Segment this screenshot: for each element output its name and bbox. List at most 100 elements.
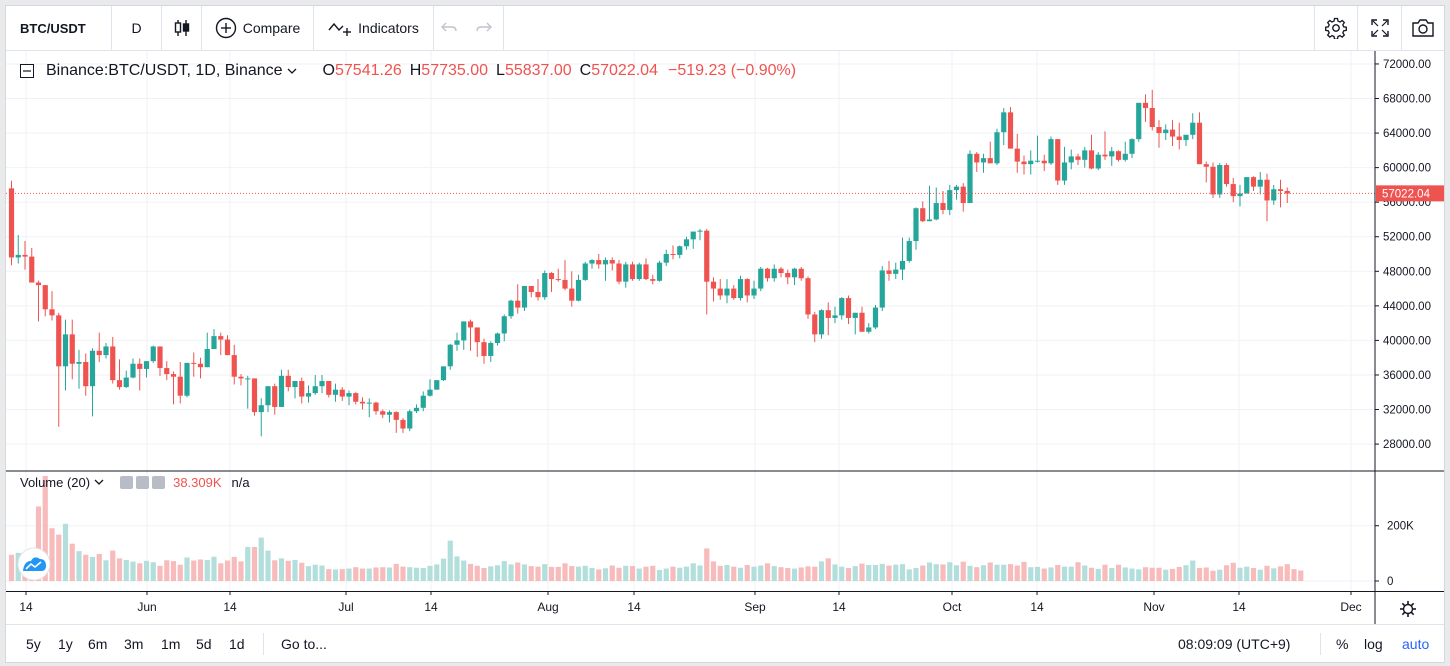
high-label: H — [409, 62, 422, 79]
chevron-down-icon[interactable] — [94, 478, 104, 486]
candle-body — [96, 350, 102, 356]
volume-bar — [157, 565, 163, 581]
candle-body — [690, 231, 696, 240]
collapse-icon[interactable] — [20, 64, 34, 78]
candle-body — [76, 362, 82, 364]
snapshot-button[interactable] — [1402, 6, 1444, 50]
range-5y[interactable]: 5y — [26, 625, 41, 662]
settings-button[interactable] — [1314, 6, 1358, 50]
undo-button[interactable] — [434, 6, 464, 50]
range-1d-label: 1d — [229, 636, 245, 652]
candle-body — [832, 315, 838, 318]
candle-body — [791, 268, 798, 278]
candle-body — [1021, 161, 1027, 165]
volume-bar — [1136, 569, 1142, 581]
close-icon[interactable] — [152, 475, 166, 489]
volume-bar — [245, 547, 251, 581]
candle-body — [359, 401, 366, 404]
range-3m[interactable]: 3m — [124, 625, 144, 662]
candle-body — [353, 393, 359, 402]
auto-toggle[interactable]: auto — [1402, 625, 1429, 662]
candle-body — [413, 407, 420, 412]
volume-bar — [859, 563, 865, 581]
candle-body — [697, 230, 703, 232]
range-6m[interactable]: 6m — [88, 625, 107, 662]
range-3m-label: 3m — [124, 636, 144, 652]
price-tick-label: 48000.00 — [1383, 266, 1431, 278]
fullscreen-icon — [1370, 19, 1389, 37]
range-1y[interactable]: 1y — [58, 625, 73, 662]
logo-line-icon — [25, 561, 42, 570]
clock-button[interactable]: 08:09:09 (UTC+9) — [1178, 625, 1290, 662]
volume-bar — [974, 567, 980, 581]
volume-bar — [758, 565, 764, 581]
volume-bar — [987, 562, 993, 581]
volume-bar — [663, 568, 669, 581]
time-axis-settings-icon[interactable] — [1400, 601, 1416, 617]
chevron-down-icon[interactable] — [287, 67, 297, 75]
chart-type-button[interactable] — [162, 6, 202, 50]
candle-body — [704, 230, 710, 282]
range-1d[interactable]: 1d — [229, 625, 245, 662]
interval-button[interactable]: D — [112, 6, 162, 50]
candle-body — [1183, 134, 1189, 140]
volume-bar — [69, 543, 75, 581]
main-legend: Binance:BTC/USDT, 1D, Binance O 57541.26 … — [20, 61, 796, 81]
candle-body — [582, 263, 588, 280]
undo-icon — [441, 22, 457, 32]
volume-bar — [575, 566, 582, 581]
volume-bar — [467, 563, 474, 581]
candle-body — [1014, 148, 1020, 162]
goto-button[interactable]: Go to... — [281, 625, 327, 662]
candle-body — [805, 278, 811, 315]
candle-body — [434, 380, 440, 390]
symbol-search-button[interactable]: BTC/USDT — [6, 6, 112, 50]
eye-icon[interactable] — [120, 475, 134, 489]
redo-button[interactable] — [464, 6, 504, 50]
volume-bar — [1149, 567, 1155, 581]
candle-body — [218, 336, 224, 340]
candle-body — [481, 342, 487, 356]
candle-body — [211, 336, 217, 350]
range-1m[interactable]: 1m — [161, 625, 180, 662]
range-5d[interactable]: 5d — [196, 625, 212, 662]
candle-body — [886, 270, 892, 274]
volume-bar — [407, 567, 413, 581]
candle-body — [312, 386, 318, 394]
high-value: 57735.00 — [421, 62, 489, 79]
percent-toggle[interactable]: % — [1336, 625, 1348, 662]
candle-body — [89, 350, 96, 387]
volume-bar — [35, 506, 42, 581]
volume-bar — [312, 564, 318, 581]
candle-body — [1223, 165, 1230, 185]
candle-body — [420, 395, 426, 408]
compare-button[interactable]: Compare — [202, 6, 314, 50]
log-toggle[interactable]: log — [1364, 625, 1383, 662]
volume-bar — [866, 564, 872, 581]
volume-bar — [42, 476, 48, 581]
volume-bar — [980, 565, 987, 581]
indicators-button[interactable]: Indicators — [314, 6, 434, 50]
candle-body — [643, 264, 649, 280]
candle-body — [1061, 162, 1068, 181]
volume-bar — [1250, 568, 1257, 581]
candle-body — [926, 219, 933, 222]
candle-body — [1257, 179, 1263, 187]
volume-bar — [231, 556, 237, 581]
series-title[interactable]: Binance:BTC/USDT, 1D, Binance — [46, 62, 283, 79]
candle-body — [1082, 150, 1088, 160]
volume-bar — [137, 563, 143, 581]
candle-body — [1163, 129, 1169, 134]
candle-body — [906, 241, 912, 261]
candle-body — [555, 279, 561, 281]
candle-body — [663, 254, 669, 263]
candle-body — [454, 340, 460, 345]
candle-body — [798, 268, 804, 279]
time-tick-label: Aug — [537, 600, 558, 614]
chart-canvas[interactable]: 72000.0068000.0064000.0060000.0056000.00… — [6, 51, 1444, 624]
gear-icon[interactable] — [136, 475, 150, 489]
candle-body — [474, 327, 480, 343]
time-tick-label: 14 — [223, 600, 237, 614]
volume-title[interactable]: Volume (20) — [20, 474, 91, 490]
fullscreen-button[interactable] — [1358, 6, 1402, 50]
